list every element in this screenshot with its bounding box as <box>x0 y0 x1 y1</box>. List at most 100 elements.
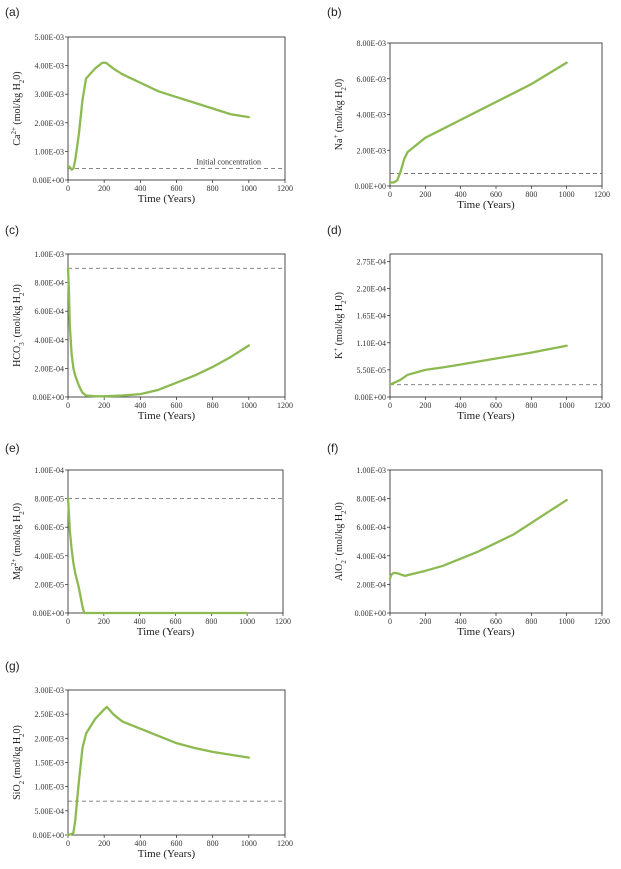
x-axis-label: Time (Years) <box>457 199 515 211</box>
y-tick-label: 2.75E-04 <box>356 257 386 266</box>
x-tick-label: 1000 <box>239 617 255 626</box>
x-tick-label: 1000 <box>559 401 575 410</box>
panel-b: (b) 0.00E+00 2.00E-03 4.00E-03 6.00E-03 8.00E… <box>327 5 610 211</box>
x-axis-label: Time (Years) <box>138 848 196 860</box>
x-tick-label: 400 <box>134 839 146 848</box>
x-tick-label: 800 <box>525 401 537 410</box>
y-tick-label: 1.10E-04 <box>356 339 386 348</box>
y-tick-label: 6.00E-04 <box>34 307 64 316</box>
y-tick-label: 0.00E+00 <box>355 609 386 618</box>
series-line-g <box>66 705 250 837</box>
x-tick-label: 600 <box>490 401 502 410</box>
x-tick-label: 0 <box>66 401 70 410</box>
x-tick-label: 800 <box>525 190 537 199</box>
x-tick-label: 200 <box>98 184 110 193</box>
x-tick-label: 1200 <box>594 617 610 626</box>
x-tick-label: 400 <box>455 190 467 199</box>
series-line-a <box>66 61 250 171</box>
x-tick-label: 0 <box>66 617 70 626</box>
y-tick-label: 0.00E+00 <box>355 182 386 191</box>
x-tick-label: 0 <box>388 617 392 626</box>
panel-label: (g) <box>5 659 20 673</box>
x-tick-label: 600 <box>490 617 502 626</box>
x-tick-label: 400 <box>134 184 146 193</box>
y-tick-label: 4.00E-05 <box>34 552 64 561</box>
series-line-d <box>388 344 568 386</box>
y-tick-label: 0.00E+00 <box>33 609 64 618</box>
y-axis-label: AlO2- (mol/kg H20) <box>332 502 348 581</box>
y-axis-label: Mg2+ (mol/kg H20) <box>10 503 26 580</box>
x-tick-label: 0 <box>66 184 70 193</box>
y-tick-label: 4.00E-03 <box>34 62 64 71</box>
x-tick-label: 0 <box>66 839 70 848</box>
x-tick-label: 1200 <box>277 401 293 410</box>
y-tick-label: 2.50E-03 <box>34 710 64 719</box>
x-tick-label: 600 <box>171 839 183 848</box>
y-tick-label: 2.00E-04 <box>34 364 64 373</box>
y-tick-label: 4.00E-04 <box>356 552 386 561</box>
panel-e: (e) 0.00E+00 2.00E-05 4.00E-05 6.00E-05 8.00E… <box>5 441 291 638</box>
y-tick-label: 2.00E-03 <box>356 146 386 155</box>
x-tick-label: 1200 <box>277 839 293 848</box>
y-axis-label: K+ (mol/kg H20) <box>332 292 348 359</box>
x-tick-label: 0 <box>388 401 392 410</box>
x-tick-label: 200 <box>98 401 110 410</box>
y-tick-label: 5.00E-04 <box>34 807 64 816</box>
x-tick-label: 200 <box>98 839 110 848</box>
x-tick-label: 400 <box>134 401 146 410</box>
y-axis-label: HCO3- (mol/kg H20) <box>10 284 26 367</box>
x-tick-label: 200 <box>419 190 431 199</box>
y-tick-label: 8.00E-03 <box>356 39 386 48</box>
x-tick-label: 1000 <box>559 617 575 626</box>
y-tick-label: 3.00E-03 <box>34 686 64 695</box>
y-axis-label: SiO2 (mol/kg H20) <box>12 725 26 800</box>
y-tick-label: 5.50E-05 <box>356 366 386 375</box>
y-tick-label: 1.00E-03 <box>356 466 386 475</box>
x-tick-label: 600 <box>171 401 183 410</box>
x-tick-label: 800 <box>207 839 219 848</box>
panel-c: (c) 0.00E+00 2.00E-04 4.00E-04 6.00E-04 8.00E… <box>5 223 293 422</box>
y-tick-label: 6.00E-04 <box>356 523 386 532</box>
x-tick-label: 800 <box>205 617 217 626</box>
series-line-e <box>66 497 249 615</box>
x-tick-label: 1000 <box>241 839 257 848</box>
x-axis-label: Time (Years) <box>137 626 195 638</box>
y-tick-label: 2.00E-04 <box>356 580 386 589</box>
x-tick-label: 200 <box>419 401 431 410</box>
y-tick-label: 0.00E+00 <box>33 393 64 402</box>
y-tick-label: 2.00E-05 <box>34 580 64 589</box>
series-line-c <box>66 267 250 398</box>
y-tick-label: 4.00E-04 <box>34 336 64 345</box>
panel-label: (b) <box>327 5 342 19</box>
y-tick-label: 1.65E-04 <box>356 312 386 321</box>
x-axis-label: Time (Years) <box>138 410 196 422</box>
y-axis-label: Ca2+ (mol/kg H20) <box>10 71 26 145</box>
y-tick-label: 5.00E-03 <box>34 33 64 42</box>
y-tick-label: 2.00E-03 <box>34 734 64 743</box>
panel-f: (f) 0.00E+00 2.00E-04 4.00E-04 6.00E-04 8.00E… <box>327 441 610 638</box>
y-tick-label: 2.00E-03 <box>34 119 64 128</box>
y-tick-label: 8.00E-04 <box>356 495 386 504</box>
panel-d: (d) 0.00E+00 5.50E-05 1.10E-04 1.65E-04 2.20E… <box>327 223 610 422</box>
y-axis-label: Na+ (mol/kg H20) <box>332 79 348 150</box>
y-tick-label: 0.00E+00 <box>355 393 386 402</box>
panel-label: (c) <box>5 223 19 237</box>
plot-frame <box>67 469 284 614</box>
x-tick-label: 600 <box>170 617 182 626</box>
y-tick-label: 8.00E-05 <box>34 495 64 504</box>
y-tick-label: 4.00E-03 <box>356 111 386 120</box>
series-line-f <box>388 498 568 580</box>
panel-label: (a) <box>5 5 20 19</box>
x-tick-label: 1000 <box>241 401 257 410</box>
x-tick-label: 600 <box>490 190 502 199</box>
x-tick-label: 200 <box>419 617 431 626</box>
x-tick-label: 600 <box>171 184 183 193</box>
x-tick-label: 1200 <box>594 190 610 199</box>
x-axis-label: Time (Years) <box>138 193 196 205</box>
x-tick-label: 800 <box>207 401 219 410</box>
x-tick-label: 1000 <box>241 184 257 193</box>
y-tick-label: 6.00E-03 <box>356 75 386 84</box>
y-tick-label: 1.50E-03 <box>34 759 64 768</box>
x-tick-label: 800 <box>207 184 219 193</box>
